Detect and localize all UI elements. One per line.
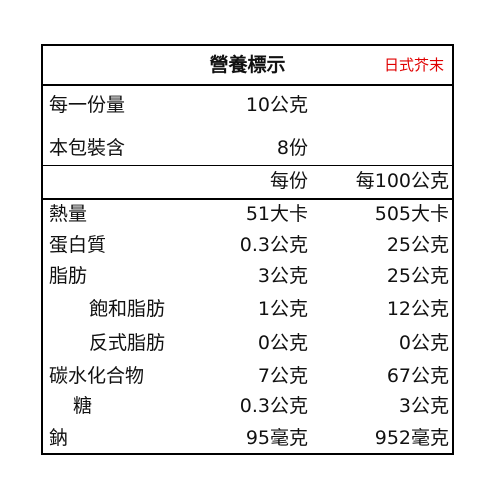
nutrient-per-serving: 0公克 bbox=[257, 332, 308, 354]
nutrient-name: 反式脂肪 bbox=[89, 332, 166, 354]
per-100g-header: 每100公克 bbox=[355, 170, 449, 192]
nutrient-per-serving: 1公克 bbox=[257, 298, 308, 320]
nutrient-row-fat: 脂肪 3公克 25公克 bbox=[43, 261, 452, 292]
nutrient-name: 碳水化合物 bbox=[49, 365, 145, 387]
servings-per-package-row: 本包裝含 8份 bbox=[43, 133, 452, 164]
nutrient-name: 糖 bbox=[73, 395, 93, 417]
header-divider bbox=[43, 198, 452, 200]
serving-size-value: 10公克 bbox=[245, 94, 308, 116]
nutrient-row-carbohydrate: 碳水化合物 7公克 67公克 bbox=[43, 361, 452, 392]
nutrient-per-serving: 0.3公克 bbox=[239, 395, 308, 417]
nutrient-per-serving: 51大卡 bbox=[245, 203, 308, 225]
serving-size-label: 每一份量 bbox=[49, 94, 126, 116]
flavor-label: 日式芥末 bbox=[383, 56, 444, 74]
nutrient-row-protein: 蛋白質 0.3公克 25公克 bbox=[43, 230, 452, 261]
nutrient-row-trans-fat: 反式脂肪 0公克 0公克 bbox=[43, 328, 452, 359]
nutrient-per-100g: 67公克 bbox=[386, 365, 449, 387]
nutrient-name: 飽和脂肪 bbox=[89, 298, 166, 320]
nutrient-per-100g: 952毫克 bbox=[374, 427, 449, 449]
title-divider bbox=[43, 84, 452, 86]
nutrition-facts-panel: 營養標示 日式芥末 每一份量 10公克 本包裝含 8份 每份 每100公克 熱量… bbox=[41, 44, 454, 455]
nutrient-name: 蛋白質 bbox=[49, 234, 107, 256]
serving-divider bbox=[43, 165, 452, 166]
nutrient-per-serving: 7公克 bbox=[257, 365, 308, 387]
nutrient-row-calories: 熱量 51大卡 505大卡 bbox=[43, 199, 452, 230]
nutrient-per-100g: 0公克 bbox=[398, 332, 449, 354]
nutrient-per-100g: 25公克 bbox=[386, 265, 449, 287]
serving-size-row: 每一份量 10公克 bbox=[43, 90, 452, 121]
nutrient-row-saturated-fat: 飽和脂肪 1公克 12公克 bbox=[43, 294, 452, 325]
nutrient-name: 鈉 bbox=[49, 427, 69, 449]
servings-per-package-label: 本包裝含 bbox=[49, 137, 126, 159]
nutrient-row-sugar: 糖 0.3公克 3公克 bbox=[43, 391, 452, 422]
nutrient-per-100g: 12公克 bbox=[386, 298, 449, 320]
column-header-row: 每份 每100公克 bbox=[43, 166, 452, 197]
nutrient-name: 脂肪 bbox=[49, 265, 88, 287]
nutrient-per-100g: 3公克 bbox=[398, 395, 449, 417]
nutrient-per-100g: 25公克 bbox=[386, 234, 449, 256]
nutrient-name: 熱量 bbox=[49, 203, 88, 225]
nutrient-row-sodium: 鈉 95毫克 952毫克 bbox=[43, 423, 452, 454]
nutrient-per-serving: 95毫克 bbox=[245, 427, 308, 449]
per-serving-header: 每份 bbox=[269, 170, 308, 192]
nutrient-per-100g: 505大卡 bbox=[374, 203, 449, 225]
nutrient-per-serving: 3公克 bbox=[257, 265, 308, 287]
nutrient-per-serving: 0.3公克 bbox=[239, 234, 308, 256]
servings-per-package-value: 8份 bbox=[276, 137, 308, 159]
title-row: 營養標示 日式芥末 bbox=[43, 46, 452, 84]
nutrition-title: 營養標示 bbox=[209, 54, 286, 76]
